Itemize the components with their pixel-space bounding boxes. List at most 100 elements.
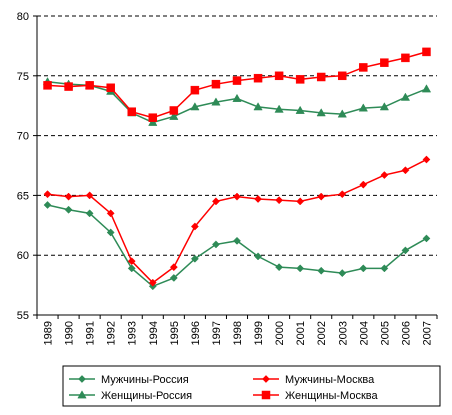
legend-marker-2	[262, 375, 270, 383]
series-3-line	[47, 81, 427, 124]
x-tick-label-2005: 2005	[379, 321, 391, 345]
x-tick-label-2000: 2000	[274, 321, 286, 345]
series-2-point-2001	[296, 197, 305, 206]
legend-marker-3	[77, 390, 87, 399]
series-1-point-2006	[401, 246, 410, 255]
series-3-point-2007	[421, 84, 432, 93]
series-1-point-1991	[85, 209, 94, 218]
series-1-point-1995	[169, 273, 178, 282]
axes: 55 60 65 70 75 80 1989 1990 1991 1992 1993 1994 1995…	[17, 11, 438, 345]
x-tick-label-1994: 1994	[148, 321, 160, 345]
series-4	[43, 47, 431, 122]
series-3-point-1998	[232, 93, 242, 102]
series-4-point-2001	[295, 75, 305, 84]
series-4-point-2006	[401, 53, 410, 63]
legend-item-2: Мужчины-Москва	[253, 374, 375, 386]
series-2-point-2004	[359, 180, 368, 189]
y-tick-label-80: 80	[17, 11, 29, 23]
legend-box	[62, 365, 441, 407]
series-2-point-1999	[254, 195, 263, 203]
series-1-point-2004	[359, 264, 368, 273]
series-2-point-1990	[64, 192, 73, 201]
y-tick-label-65: 65	[17, 190, 29, 202]
series-lines	[42, 47, 432, 291]
legend-item-4: Женщины-Москва	[253, 390, 378, 402]
series-2-line	[47, 158, 427, 284]
x-tick-label-2002: 2002	[316, 321, 328, 345]
series-3-point-2001	[295, 105, 305, 114]
series-4-point-1994	[148, 113, 158, 122]
series-2	[43, 155, 431, 287]
legend-item-1: Мужчины-Россия	[69, 374, 189, 386]
series-1-point-1997	[211, 240, 220, 249]
series-4-point-2004	[359, 63, 368, 72]
series-2-point-1998	[233, 192, 241, 201]
series-2-point-2007	[422, 155, 431, 164]
series-1-point-1993	[127, 264, 136, 273]
legend-item-3: Женщины-Россия	[69, 390, 192, 402]
series-4-point-1990	[64, 82, 73, 91]
series-4-point-1995	[169, 106, 179, 115]
x-tick-label-2001: 2001	[295, 321, 307, 345]
y-tick-label-70: 70	[17, 131, 29, 143]
series-1-point-1996	[190, 254, 199, 263]
series-1-point-1999	[254, 252, 263, 261]
series-3-point-1995	[169, 111, 179, 120]
x-tick-label-2006: 2006	[400, 321, 412, 345]
series-3-point-1994	[148, 117, 158, 126]
series-3-point-2002	[316, 108, 326, 117]
series-2-point-1997	[211, 197, 220, 206]
series-1-point-2007	[422, 234, 431, 243]
series-4-point-1997	[211, 79, 221, 89]
x-tick-label-2003: 2003	[337, 321, 349, 345]
legend-marker-1	[78, 375, 86, 383]
series-2-point-1993	[127, 257, 136, 266]
y-tick-label-60: 60	[17, 250, 29, 262]
series-1-point-1992	[106, 228, 115, 237]
x-tick-label-1997: 1997	[211, 321, 223, 345]
series-2-point-2006	[401, 166, 410, 175]
series-4-point-2000	[274, 71, 284, 81]
series-4-point-2007	[422, 47, 431, 57]
x-tick-label-1989: 1989	[43, 321, 55, 345]
series-1-point-2002	[317, 266, 326, 275]
series-3-point-2000	[274, 104, 284, 113]
y-tick-label-75: 75	[17, 71, 29, 83]
x-tick-label-2004: 2004	[358, 321, 370, 345]
series-2-point-1992	[106, 209, 115, 218]
series-2-point-2003	[338, 190, 347, 199]
series-3-point-2005	[379, 102, 389, 111]
x-tick-label-1992: 1992	[106, 321, 118, 345]
series-2-point-2005	[380, 171, 389, 180]
x-tick-label-1993: 1993	[127, 321, 139, 345]
series-1-point-2001	[296, 264, 305, 273]
x-tick-label-1996: 1996	[190, 321, 202, 345]
series-2-point-2002	[317, 192, 326, 201]
series-1-point-2000	[275, 263, 284, 272]
series-3-point-1999	[253, 102, 263, 111]
series-3-point-2003	[337, 109, 347, 118]
series-1-point-2003	[338, 269, 347, 278]
series-4-point-2002	[316, 72, 326, 82]
series-4-point-1991	[85, 81, 94, 90]
series-2-point-1989	[43, 190, 52, 199]
series-2-point-1995	[169, 263, 178, 272]
legend-marker-4	[261, 390, 271, 400]
x-tick-label-1998: 1998	[232, 321, 244, 345]
series-2-point-1994	[148, 278, 157, 287]
series-4-point-1992	[106, 83, 115, 93]
series-4-point-2005	[380, 58, 389, 67]
legend-label-2: Мужчины-Москва	[285, 374, 375, 386]
series-1-line	[47, 204, 427, 288]
series-4-point-1998	[232, 76, 242, 85]
series-3-point-2006	[400, 92, 411, 101]
x-tick-label-1990: 1990	[64, 321, 76, 345]
series-3-point-1997	[211, 97, 221, 106]
series-4-point-1989	[43, 81, 52, 90]
series-4-point-1996	[190, 85, 200, 95]
y-tick-label-55: 55	[17, 310, 29, 322]
series-3-point-2004	[358, 103, 368, 112]
series-2-point-2000	[275, 196, 284, 205]
series-2-point-1991	[85, 191, 94, 200]
